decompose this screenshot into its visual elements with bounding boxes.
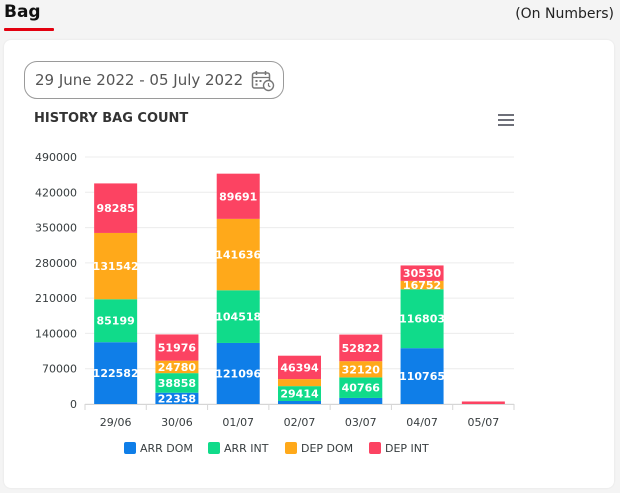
data-label: 141636 [215,249,261,262]
bar-segment [216,342,260,404]
legend-marker [285,442,297,454]
data-label: 110765 [399,370,445,383]
title-underline [4,28,54,31]
bar-segment [400,289,444,349]
bar-segment [278,379,321,387]
legend-marker [208,442,220,454]
bar-segment [155,392,199,404]
x-tick-label: 30/06 [161,416,193,429]
data-label: 98285 [97,202,135,215]
bar-segment [400,280,444,290]
data-label: 121096 [215,367,261,380]
legend-label: DEP DOM [301,442,353,455]
bar-segment [94,299,138,343]
y-tick-label: 280000 [35,257,77,270]
y-tick-label: 70000 [42,363,77,376]
y-tick-label: 490000 [35,151,77,164]
bar-segment [339,334,383,362]
bar-segment [155,334,199,361]
y-tick-label: 350000 [35,222,77,235]
data-label: 16752 [403,279,441,292]
legend-marker [124,442,136,454]
data-label: 38858 [158,377,196,390]
x-tick-label: 05/07 [468,416,500,429]
legend-marker [369,442,381,454]
x-tick-label: 04/07 [406,416,438,429]
data-label: 40766 [342,382,381,395]
bar-segment [400,265,444,281]
y-tick-label: 210000 [35,292,77,305]
bar-segment [339,377,383,398]
y-tick-label: 140000 [35,327,77,340]
bar-segment [216,290,260,343]
data-label: 24780 [158,361,197,374]
bar-segment [339,397,383,404]
date-range-picker[interactable]: 29 June 2022 - 05 July 2022 [24,61,284,99]
x-tick-label: 02/07 [284,416,316,429]
data-label: 122582 [93,367,139,380]
bar-segment [155,360,199,374]
data-label: 52822 [342,342,380,355]
data-label: 22358 [158,392,196,405]
bar-segment [94,183,138,233]
data-label: 51976 [158,342,197,355]
data-label: 30530 [403,267,442,280]
legend-label: ARR DOM [140,442,193,455]
bar-segment [278,355,321,380]
data-label: 104518 [215,311,261,324]
y-tick-label: 0 [70,398,77,411]
data-label: 85199 [97,315,135,328]
data-label: 29414 [280,388,319,401]
menu-icon[interactable] [498,113,514,127]
data-label: 46394 [280,361,319,374]
bar-segment [400,348,444,404]
data-label: 89691 [219,190,257,203]
page-title: Bag [4,2,41,22]
data-label: 116803 [399,313,445,326]
bar-segment [94,342,138,404]
legend-label: ARR INT [224,442,269,455]
data-label: 131542 [93,260,139,273]
date-range-text: 29 June 2022 - 05 July 2022 [35,71,244,89]
x-tick-label: 03/07 [345,416,377,429]
bar-segment [278,386,321,401]
bar-segment [155,373,199,393]
data-label: 32120 [342,363,381,376]
chart-title: HISTORY BAG COUNT [34,111,189,126]
bar-segment [339,361,383,378]
x-tick-label: 29/06 [100,416,132,429]
bar-segment [278,400,321,404]
units-note: (On Numbers) [515,6,614,22]
x-tick-label: 01/07 [222,416,254,429]
y-tick-label: 420000 [35,186,77,199]
bar-segment [461,401,505,404]
bar-segment [94,232,138,300]
legend-label: DEP INT [385,442,429,455]
bar-segment [216,173,260,219]
calendar-icon [251,71,275,92]
bar-segment [216,218,260,291]
